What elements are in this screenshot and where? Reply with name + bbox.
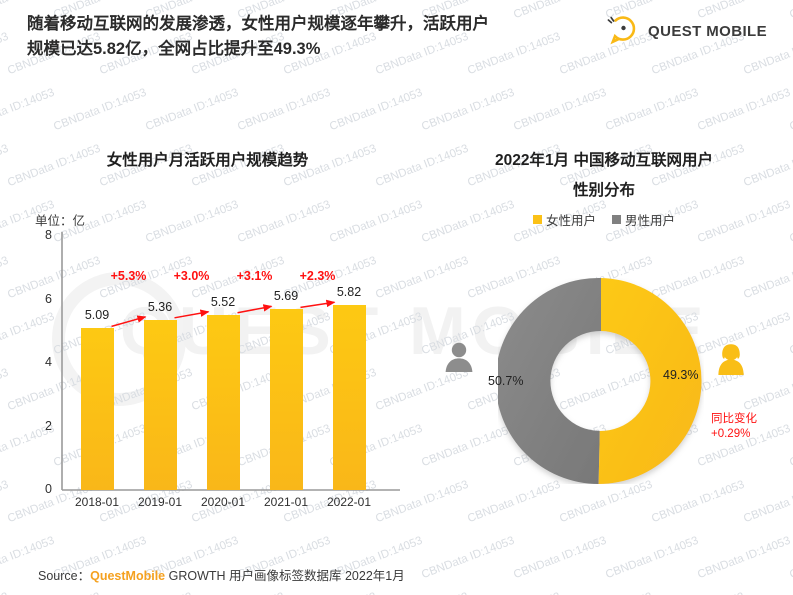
watermark-text: CBNData ID:14053	[52, 86, 149, 134]
donut-slice-female	[598, 278, 702, 484]
bar-value-label: 5.69	[273, 289, 299, 304]
bar-value-label: 5.82	[336, 285, 362, 300]
watermark-text: CBNData ID:14053	[466, 591, 562, 595]
donut-svg	[495, 277, 702, 484]
x-axis-tick-label: 2021-01	[263, 495, 309, 509]
x-axis-tick-label: 2020-01	[200, 495, 246, 509]
male-person-icon	[442, 340, 476, 379]
watermark-text: CBNData ID:14053	[98, 591, 194, 595]
donut-slice-male	[495, 277, 601, 484]
watermark-text: CBNData ID:14053	[788, 535, 793, 582]
growth-rate-label: +3.0%	[173, 269, 210, 283]
bar-2018-01	[80, 328, 114, 490]
watermark-text: CBNData ID:14053	[604, 534, 701, 582]
bar-2020-01	[206, 314, 240, 490]
watermark-text: CBNData ID:14053	[144, 86, 241, 134]
yoy-change-annotation: 同比变化 +0.29%	[711, 412, 757, 442]
x-axis-tick-label: 2022-01	[326, 495, 372, 509]
yoy-change-title: 同比变化	[711, 413, 757, 425]
watermark-text: CBNData ID:14053	[788, 87, 793, 134]
bar-value-label: 5.36	[147, 299, 173, 314]
questmobile-logo-icon	[607, 13, 641, 50]
bar-2021-01	[269, 309, 303, 490]
y-axis-tick-label: 2	[45, 418, 52, 433]
growth-rate-label: +3.1%	[236, 269, 273, 283]
y-axis-tick-label: 8	[45, 228, 52, 242]
watermark-text: CBNData ID:14053	[558, 591, 654, 595]
watermark-text: CBNData ID:14053	[742, 591, 793, 595]
legend-item-female: 女性用户	[532, 210, 596, 229]
donut-label-male: 50.7%	[488, 374, 524, 388]
watermark-text: CBNData ID:14053	[650, 591, 746, 595]
brand-logo: QUEST MOBILE	[607, 13, 767, 50]
bar-chart-plot-area: 8 6 4 2 0 5.09 2018-01 5.36 2019-01 5.52 2020-01 5.…	[0, 140, 415, 530]
bar-2022-01	[332, 305, 366, 490]
yoy-change-value: +0.29%	[711, 428, 751, 440]
donut-chart-title: 2022年1月 中国移动互联网用户 性别分布	[415, 146, 793, 206]
watermark-text: CBNData ID:14053	[374, 591, 470, 595]
watermark-text: CBNData ID:14053	[0, 86, 57, 134]
watermark-text: CBNData ID:14053	[236, 86, 333, 134]
x-axis-tick-label: 2019-01	[137, 495, 183, 509]
legend-swatch-female	[532, 215, 542, 224]
watermark-text: CBNData ID:14053	[328, 86, 425, 134]
source-prefix: Source：	[38, 569, 91, 583]
watermark-text: CBNData ID:14053	[420, 534, 517, 582]
y-axis-tick-label: 4	[45, 355, 52, 369]
watermark-text: CBNData ID:14053	[512, 86, 609, 134]
watermark-text: CBNData ID:14053	[512, 534, 609, 582]
legend-label-female: 女性用户	[545, 214, 596, 228]
donut-chart-title-line-2: 性别分布	[572, 182, 635, 199]
source-rest: GROWTH 用户画像标签数据库 2022年1月	[165, 569, 405, 583]
page-title-line-1: 随着移动互联网的发展渗透，女性用户规模逐年攀升，活跃用户	[27, 15, 489, 33]
bar-2019-01	[143, 319, 177, 490]
growth-rate-label: +5.3%	[110, 269, 147, 283]
legend-label-male: 男性用户	[625, 214, 676, 228]
y-axis-tick-label: 6	[45, 291, 52, 306]
page-title: 随着移动互联网的发展渗透，女性用户规模逐年攀升，活跃用户 规模已达5.82亿，全…	[27, 12, 607, 62]
female-person-icon	[713, 342, 749, 383]
donut-label-female: 49.3%	[663, 368, 699, 382]
watermark-text: CBNData ID:14053	[0, 591, 10, 595]
bar-value-label: 5.52	[210, 294, 236, 309]
page-title-line-2: 规模已达5.82亿，全网占比提升至49.3%	[27, 40, 321, 58]
watermark-text: CBNData ID:14053	[696, 534, 793, 582]
legend-item-male: 男性用户	[612, 210, 675, 229]
y-axis-tick-label: 0	[45, 482, 52, 496]
donut-chart-title-line-1: 2022年1月 中国移动互联网用户	[495, 152, 713, 169]
bar-chart-female-mau: 女性用户月活跃用户规模趋势 单位：亿 8 6 4 2 0 5.09 2018-01 5.36 2…	[0, 140, 415, 530]
bar-value-label: 5.09	[84, 308, 110, 323]
watermark-text: CBNData ID:14053	[788, 0, 793, 21]
brand-logo-text: QUEST MOBILE	[648, 23, 767, 40]
donut-graphic: 50.7% 49.3%	[488, 277, 704, 484]
watermark-text: CBNData ID:14053	[604, 86, 701, 134]
donut-chart-legend: 女性用户 男性用户	[415, 210, 793, 229]
growth-rate-label: +2.3%	[299, 269, 336, 283]
watermark-text: CBNData ID:14053	[420, 86, 517, 134]
watermark-text: CBNData ID:14053	[0, 30, 11, 77]
x-axis-tick-label: 2018-01	[74, 495, 120, 509]
watermark-text: CBNData ID:14053	[282, 591, 378, 595]
bar-chart-unit-label: 单位：亿	[35, 214, 86, 228]
source-note: Source：QuestMobile GROWTH 用户画像标签数据库 2022…	[38, 565, 405, 584]
watermark-text: CBNData ID:14053	[696, 86, 793, 134]
legend-swatch-male	[612, 215, 621, 224]
bar-chart-title: 女性用户月活跃用户规模趋势	[106, 152, 309, 169]
watermark-text: CBNData ID:14053	[6, 591, 102, 595]
source-brand: QuestMobile	[90, 569, 166, 583]
donut-chart-gender: 2022年1月 中国移动互联网用户 性别分布 女性用户 男性用户	[415, 140, 793, 530]
watermark-text: CBNData ID:14053	[190, 591, 286, 595]
